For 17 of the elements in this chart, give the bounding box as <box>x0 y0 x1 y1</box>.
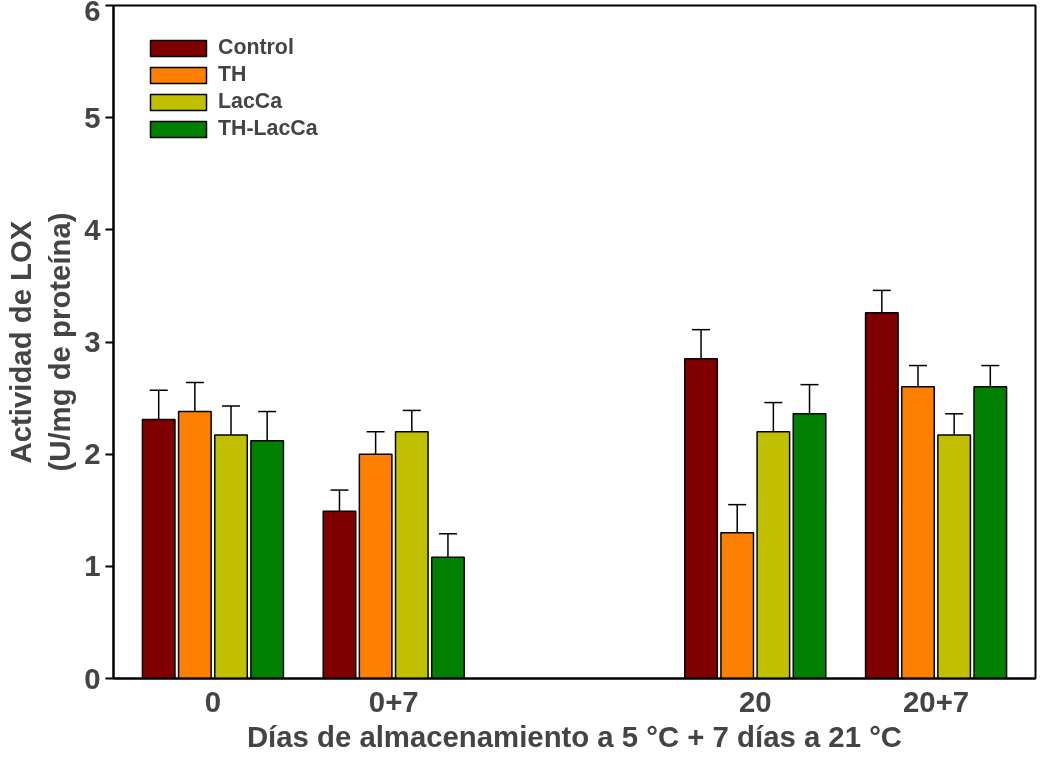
legend-label: LacCa <box>218 89 283 114</box>
x-tick-label: 0 <box>204 684 222 718</box>
y-tick-label: 1 <box>84 549 101 583</box>
legend-label: Control <box>218 35 294 60</box>
y-tick-label: 4 <box>84 212 102 246</box>
y-tick-label: 0 <box>84 661 101 695</box>
legend-label: TH <box>218 62 247 87</box>
x-tick-label: 20 <box>738 684 772 718</box>
x-axis-title: Días de almacenamiento a 5 °C + 7 días a 21 °C <box>246 719 903 753</box>
y-tick-label: 5 <box>84 100 101 134</box>
x-tick-label: 20+7 <box>903 684 970 718</box>
x-tick-label: 0+7 <box>368 684 419 718</box>
legend-label: TH-LacCa <box>218 116 318 141</box>
y-tick-label: 6 <box>84 0 101 27</box>
y-tick-label: 2 <box>84 437 101 471</box>
y-axis-title: Actividad de LOX (U/mg de proteína) <box>3 212 77 472</box>
y-tick-label: 3 <box>84 325 101 358</box>
